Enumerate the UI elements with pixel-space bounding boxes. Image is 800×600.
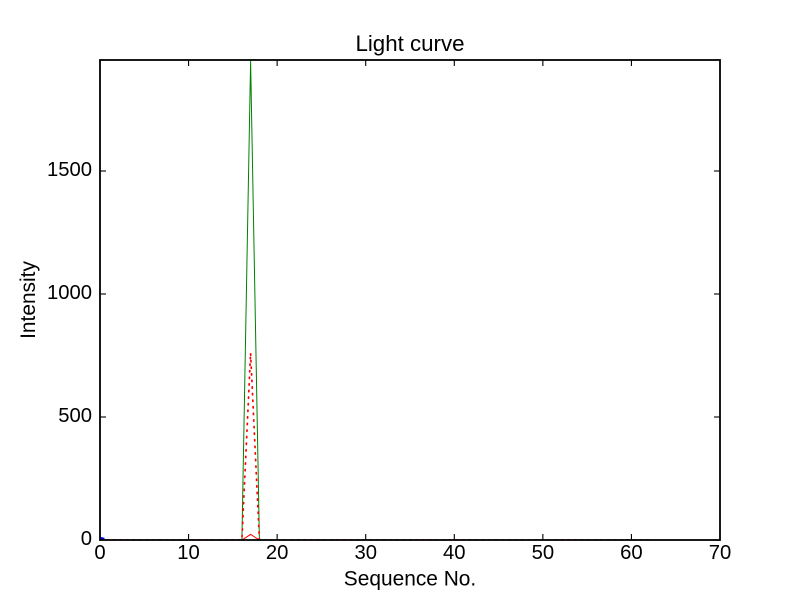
svg-text:10: 10 [177, 542, 200, 564]
svg-text:Sequence No.: Sequence No. [344, 568, 476, 591]
svg-text:70: 70 [709, 542, 732, 564]
svg-text:40: 40 [443, 542, 466, 564]
svg-text:1500: 1500 [47, 159, 92, 181]
svg-text:50: 50 [532, 542, 555, 564]
svg-text:Intensity: Intensity [17, 261, 40, 339]
svg-text:30: 30 [354, 542, 377, 564]
svg-text:1000: 1000 [47, 282, 92, 304]
svg-text:0: 0 [81, 528, 92, 550]
svg-text:500: 500 [58, 405, 92, 427]
svg-text:20: 20 [266, 542, 289, 564]
svg-text:60: 60 [620, 542, 643, 564]
svg-text:Light curve: Light curve [355, 31, 464, 56]
svg-text:0: 0 [94, 542, 105, 564]
